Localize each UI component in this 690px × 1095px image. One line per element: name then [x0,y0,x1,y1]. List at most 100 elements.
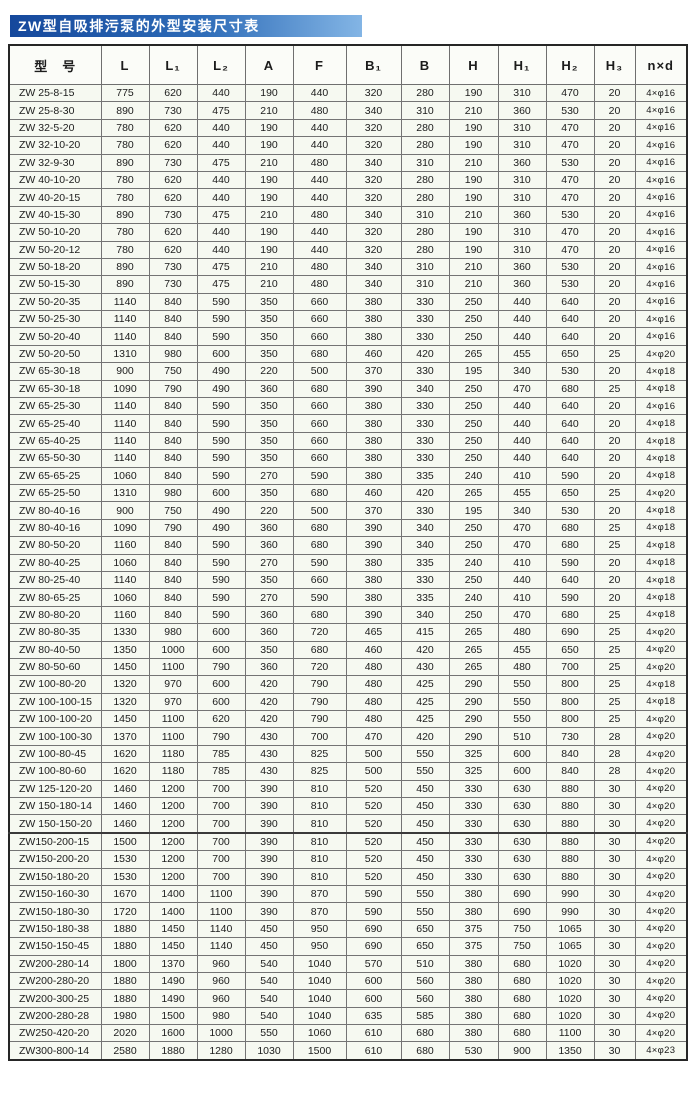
dim-cell: 210 [244,275,294,294]
dim-cell: 210 [244,257,294,277]
dim-cell: 190 [244,223,294,242]
dim-cell: 190 [448,223,499,242]
dim-cell: 450 [244,919,294,939]
dim-cell: 810 [292,831,347,852]
dim-cell: 30 [593,831,636,852]
dim-cell: 680 [545,379,595,399]
nxd-cell: 4×φ23 [634,1041,688,1061]
dim-cell: 30 [593,1006,636,1026]
model-cell: ZW 80-50-20 [8,536,102,555]
dim-cell: 890 [100,275,150,294]
dim-cell: 530 [448,1041,499,1061]
dim-cell: 380 [345,310,402,329]
dim-cell: 730 [148,205,198,225]
table-row: ZW 80-50-60 1450 1100 790 360 720 480 430 265 480… [8,657,688,677]
dim-cell: 270 [244,588,294,607]
nxd-cell: 4×φ20 [634,989,688,1008]
dim-cell: 470 [545,136,595,155]
dim-cell: 1980 [100,1006,150,1026]
dim-cell: 1530 [100,850,150,869]
dim-cell: 360 [497,205,547,225]
dim-cell: 1450 [148,919,198,939]
nxd-cell: 4×φ20 [634,919,688,939]
dim-cell: 800 [545,675,595,694]
dim-cell: 800 [545,710,595,729]
dim-cell: 640 [545,397,595,416]
column-header: B [400,44,450,85]
dim-cell: 550 [400,744,450,764]
dim-cell: 650 [545,640,595,659]
dim-cell: 700 [196,831,246,852]
dim-cell: 380 [448,1006,499,1026]
dim-cell: 30 [593,937,636,956]
table-row: ZW 125-120-20 1460 1200 700 390 810 520 450 330 6… [8,779,688,799]
dim-cell: 210 [448,101,499,120]
dim-cell: 210 [244,153,294,172]
dim-cell: 980 [148,623,198,642]
nxd-cell: 4×φ20 [634,902,688,921]
dim-cell: 30 [593,902,636,921]
dim-cell: 870 [292,902,347,921]
dim-cell: 660 [292,327,347,346]
dim-cell: 440 [497,431,547,451]
column-header: A [244,44,294,85]
dim-cell: 680 [545,536,595,555]
dim-cell: 25 [593,605,636,625]
model-cell: ZW 100-80-60 [8,762,102,781]
dim-cell: 470 [497,518,547,538]
dim-cell: 420 [244,692,294,712]
dim-cell: 240 [448,466,499,485]
dim-cell: 600 [196,675,246,694]
dim-cell: 340 [400,605,450,625]
model-cell: ZW150-200-15 [8,831,102,852]
dim-cell: 480 [345,692,402,712]
dim-cell: 1000 [148,640,198,659]
dim-cell: 790 [292,710,347,729]
dim-cell: 340 [345,153,402,172]
dim-cell: 1460 [100,797,150,816]
dim-cell: 220 [244,362,294,381]
model-cell: ZW150-150-45 [8,937,102,956]
dim-cell: 190 [244,118,294,138]
dim-cell: 825 [292,762,347,781]
nxd-cell: 4×φ20 [634,1006,688,1026]
dim-cell: 980 [148,483,198,503]
dim-cell: 20 [593,362,636,381]
dim-cell: 590 [196,466,246,485]
dim-cell: 780 [100,223,150,242]
dim-cell: 280 [400,240,450,259]
dim-cell: 330 [448,779,499,799]
dim-cell: 880 [545,831,595,852]
dim-cell: 730 [148,101,198,120]
column-header: L₁ [148,44,198,85]
dim-cell: 330 [400,501,450,520]
dim-cell: 790 [292,675,347,694]
nxd-cell: 4×φ16 [634,153,688,172]
dim-cell: 450 [400,797,450,816]
dim-cell: 390 [345,536,402,555]
table-row: ZW200-280-28 1980 1500 980 540 1040 635 585 380 6… [8,1006,688,1026]
dim-cell: 1090 [100,518,150,538]
dim-cell: 250 [448,397,499,416]
dim-cell: 290 [448,727,499,746]
dim-cell: 455 [497,344,547,364]
nxd-cell: 4×φ16 [634,118,688,138]
table-row: ZW 40-20-15 780 620 440 190 440 320 280 190 310 47… [8,188,688,207]
dim-cell: 1450 [100,657,150,677]
model-cell: ZW300-800-14 [8,1041,102,1061]
model-cell: ZW200-280-20 [8,971,102,991]
dim-cell: 1040 [292,989,347,1008]
dim-cell: 600 [497,744,547,764]
nxd-cell: 4×φ18 [634,449,688,468]
dim-cell: 20 [593,188,636,207]
dim-cell: 440 [497,414,547,433]
dim-cell: 390 [244,779,294,799]
dim-cell: 1065 [545,919,595,939]
dim-cell: 25 [593,657,636,677]
dim-cell: 1060 [100,588,150,607]
dim-cell: 360 [244,657,294,677]
dim-cell: 460 [345,483,402,503]
table-row: ZW 80-65-25 1060 840 590 270 590 380 335 240 410 5… [8,588,688,607]
dim-cell: 25 [593,640,636,659]
dim-cell: 340 [400,518,450,538]
